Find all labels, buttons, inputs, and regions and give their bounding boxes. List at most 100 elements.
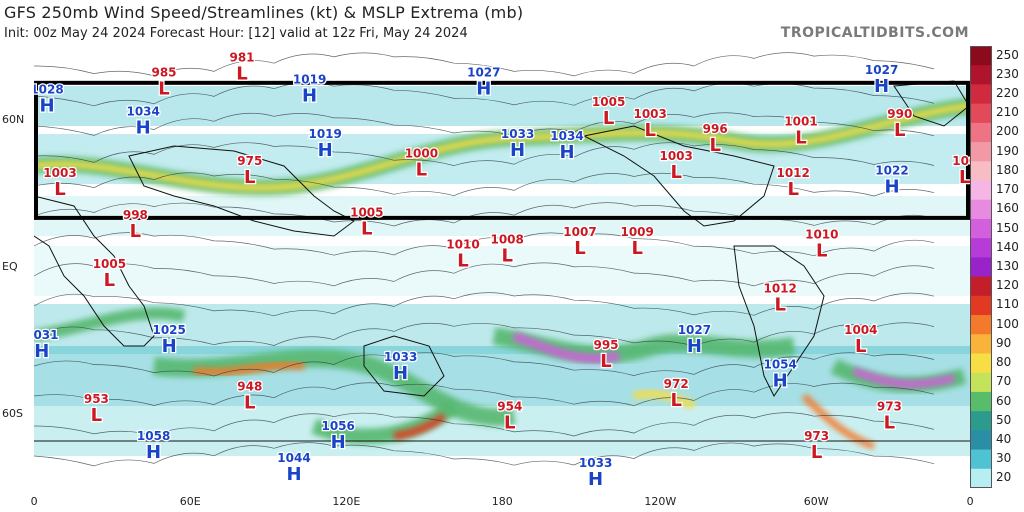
- pressure-letter: H: [136, 118, 151, 139]
- pressure-value: 973: [804, 429, 829, 443]
- pressure-value: 953: [84, 392, 109, 406]
- pressure-value: 990: [887, 107, 912, 121]
- pressure-value: 1027: [678, 323, 711, 337]
- pressure-letter: H: [162, 336, 177, 357]
- pressure-letter: H: [559, 142, 574, 163]
- longitude-label: 120E: [332, 495, 361, 508]
- map-title: GFS 250mb Wind Speed/Streamlines (kt) & …: [4, 3, 524, 22]
- colorbar-swatch: [970, 122, 992, 143]
- colorbar-swatch: [970, 468, 992, 488]
- pressure-value: 1010: [805, 227, 838, 241]
- pressure-letter: H: [331, 432, 346, 453]
- map-subtitle: Init: 00z May 24 2024 Forecast Hour: [12…: [4, 26, 468, 41]
- pressure-letter: H: [687, 336, 702, 357]
- colorbar-label: 100: [996, 316, 1019, 331]
- colorbar-label: 220: [996, 86, 1019, 101]
- pressure-letter: L: [644, 120, 655, 141]
- streamline: [34, 352, 935, 377]
- pressure-value: 981: [229, 51, 254, 65]
- jet-streak: [34, 307, 186, 342]
- colorbar-label: 40: [996, 431, 1012, 446]
- pressure-value: 975: [237, 154, 262, 168]
- pressure-value: 954: [497, 399, 522, 413]
- highlight-box: [34, 80, 970, 220]
- colorbar-swatch: [970, 46, 992, 66]
- pressure-letter: L: [54, 179, 65, 200]
- pressure-value: 1001: [784, 114, 817, 128]
- colorbar-label: 230: [996, 66, 1019, 81]
- streamline: [34, 142, 935, 166]
- pressure-letter: L: [457, 250, 468, 271]
- jet-streak: [801, 393, 876, 450]
- colorbar-swatch: [970, 218, 992, 239]
- colorbar-swatch: [970, 334, 992, 354]
- pressure-letter: L: [709, 135, 720, 156]
- pressure-letter: L: [774, 294, 785, 315]
- jet-streak: [34, 102, 970, 192]
- coastline: [363, 335, 445, 397]
- streamline: [34, 172, 935, 197]
- pressure-letter: L: [244, 167, 255, 188]
- pressure-letter: L: [811, 442, 822, 463]
- colorbar-label: 130: [996, 259, 1019, 273]
- pressure-letter: L: [631, 238, 642, 259]
- latitude-label: EQ: [2, 260, 18, 273]
- colorbar-label: 250: [996, 47, 1019, 62]
- colorbar-swatch: [970, 142, 992, 162]
- pressure-letter: H: [884, 177, 899, 198]
- pressure-letter: L: [504, 412, 515, 433]
- colorbar-swatch: [970, 295, 992, 316]
- brand-watermark[interactable]: TROPICALTIDBITS.COM: [780, 25, 969, 41]
- pressure-letter: L: [158, 78, 169, 99]
- pressure-letter: H: [286, 464, 301, 485]
- pressure-value: 1034: [550, 129, 583, 143]
- longitude-label: 120W: [644, 495, 677, 508]
- coastline: [733, 245, 825, 397]
- pressure-value: 1003: [633, 107, 666, 121]
- pressure-value: 1005: [350, 205, 383, 219]
- coastline: [582, 125, 775, 227]
- pressure-value: 1025: [152, 323, 185, 337]
- high-pressure-center: 1031H: [34, 327, 60, 364]
- pressure-letter: H: [318, 140, 333, 161]
- colorbar-label: 150: [996, 220, 1019, 235]
- colorbar-frame: [970, 46, 992, 488]
- pressure-value: 1003: [43, 166, 76, 180]
- colorbar-swatch: [970, 430, 992, 451]
- pressure-value: 1003: [659, 149, 692, 163]
- pressure-letter: L: [91, 405, 102, 426]
- pressure-letter: L: [574, 238, 585, 259]
- colorbar-swatch: [970, 199, 992, 220]
- colorbar-swatch: [970, 391, 992, 412]
- pressure-letter: L: [670, 390, 681, 411]
- pressure-value: 948: [237, 380, 262, 394]
- streamline: [34, 442, 935, 467]
- pressure-value: 995: [593, 338, 618, 352]
- pressure-value: 1033: [579, 456, 612, 470]
- streamline: [34, 52, 935, 77]
- coastline: [34, 195, 155, 347]
- jet-streak: [193, 361, 305, 376]
- colorbar-label: 180: [996, 162, 1019, 177]
- colorbar-swatch: [970, 103, 992, 124]
- streamline: [34, 262, 935, 287]
- pressure-value: 1008: [490, 232, 523, 246]
- wind-speed-shading: [34, 46, 970, 488]
